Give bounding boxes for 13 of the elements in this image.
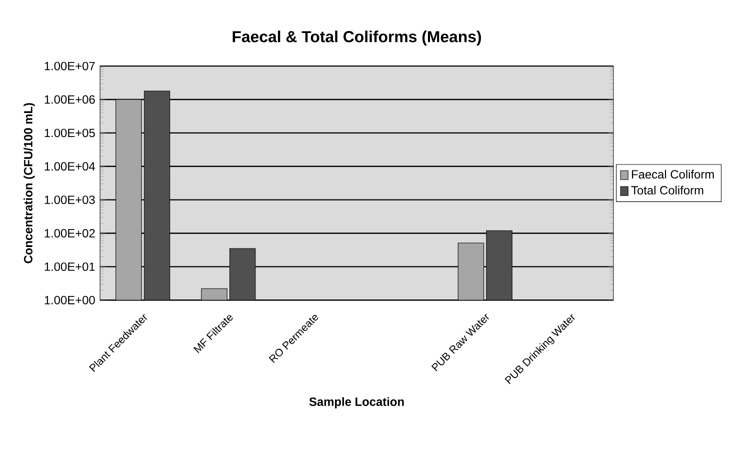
x-axis-title: Sample Location [309, 397, 404, 408]
legend-label: Total Coliform [631, 186, 704, 195]
y-axis-title: Concentration (CFU/100 mL) [24, 103, 35, 264]
legend-label: Faecal Coliform [632, 170, 714, 179]
y-tick-label: 1.00E+07 [44, 62, 95, 70]
y-tick-label: 1.00E+04 [44, 162, 95, 171]
y-tick-label: 1.00E+00 [44, 296, 95, 304]
y-tick-label: 1.00E+05 [44, 128, 95, 138]
chart-title: Faecal & Total Coliforms (Means) [232, 30, 481, 46]
y-tick-label: 1.00E+03 [44, 196, 95, 204]
y-tick-label: 1.00E+01 [44, 262, 95, 271]
y-tick-label: 1.00E+02 [44, 229, 95, 238]
y-tick-label: 1.00E+06 [44, 95, 95, 104]
